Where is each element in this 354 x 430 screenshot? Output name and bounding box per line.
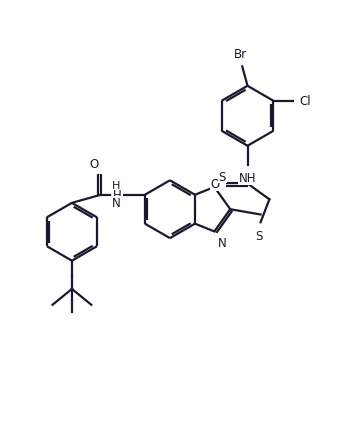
Text: N: N xyxy=(218,236,227,249)
Text: Br: Br xyxy=(234,48,247,61)
Text: O: O xyxy=(89,158,98,171)
Text: Cl: Cl xyxy=(299,95,311,108)
Text: H: H xyxy=(113,189,122,202)
Text: H: H xyxy=(112,181,120,190)
Text: S: S xyxy=(219,170,226,183)
Text: S: S xyxy=(255,229,263,242)
Text: N: N xyxy=(112,197,120,210)
Text: O: O xyxy=(211,178,220,190)
Text: NH: NH xyxy=(239,172,256,185)
